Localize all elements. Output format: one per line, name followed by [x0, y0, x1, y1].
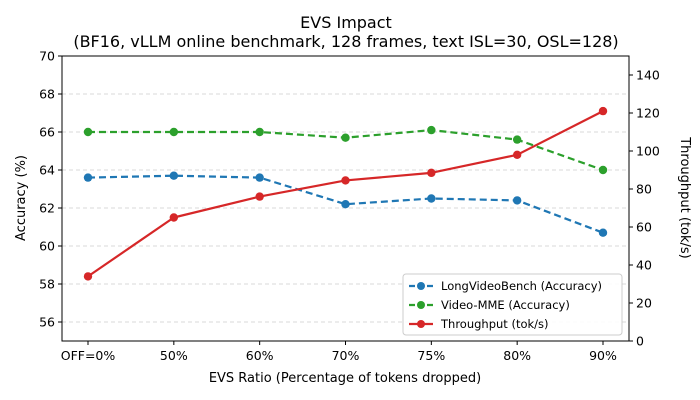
- series-layer: [83, 106, 608, 281]
- data-point: [341, 176, 350, 185]
- x-tick-label: 80%: [503, 348, 531, 363]
- x-tick-label: 50%: [160, 348, 188, 363]
- data-point: [83, 272, 93, 281]
- data-point: [427, 168, 436, 178]
- legend-marker: [417, 320, 425, 328]
- data-point: [512, 135, 522, 144]
- chart-subtitle: (BF16, vLLM online benchmark, 128 frames…: [73, 32, 618, 51]
- y2-tick-label: 140: [636, 68, 660, 83]
- data-point: [427, 125, 436, 135]
- data-point: [512, 150, 522, 159]
- y2-tick-label: 0: [636, 334, 644, 349]
- x-tick-label: OFF=0%: [61, 348, 116, 363]
- y-tick-label: 68: [39, 87, 55, 102]
- data-point: [341, 200, 350, 209]
- y2-tick-label: 120: [636, 106, 660, 121]
- x-tick-label: 90%: [589, 348, 617, 363]
- legend: LongVideoBench (Accuracy) Video-MME (Accu…: [402, 273, 623, 336]
- data-point: [255, 192, 264, 201]
- data-point: [83, 127, 93, 137]
- legend-label: LongVideoBench (Accuracy): [441, 279, 602, 293]
- y-tick-label: 66: [39, 125, 55, 140]
- data-point: [169, 171, 179, 180]
- x-tick-label: 70%: [332, 348, 360, 363]
- y2-tick-label: 40: [636, 258, 652, 273]
- chart-title: EVS Impact: [300, 13, 392, 32]
- y-axis-label: Accuracy (%): [14, 155, 29, 241]
- y2-tick-label: 80: [636, 182, 652, 197]
- data-point: [598, 165, 608, 175]
- y-tick-label: 58: [39, 277, 55, 292]
- y2-tick-label: 100: [636, 144, 660, 159]
- data-point: [255, 127, 264, 137]
- y2-tick-label: 20: [636, 296, 652, 311]
- axes: 56 58 60 62 64 66 68 70 0 20 40 60 80 100 120 140 OFF=0%…: [39, 49, 660, 364]
- data-point: [255, 173, 264, 182]
- legend-label: Video-MME (Accuracy): [441, 298, 570, 312]
- data-point: [169, 127, 179, 137]
- y-tick-label: 62: [39, 201, 55, 216]
- data-point: [83, 173, 93, 182]
- y-tick-label: 60: [39, 239, 55, 254]
- legend-box: [402, 273, 623, 336]
- data-point: [427, 194, 436, 203]
- legend-label: Throughput (tok/s): [440, 317, 549, 331]
- y-tick-label: 56: [39, 315, 55, 330]
- y-tick-label: 70: [39, 49, 55, 64]
- data-point: [598, 228, 608, 237]
- x-tick-label: 60%: [246, 348, 274, 363]
- data-point: [512, 196, 522, 205]
- legend-marker: [417, 301, 425, 309]
- data-point: [169, 213, 179, 222]
- y2-axis-label: Throughput (tok/s): [677, 136, 692, 259]
- data-point: [598, 106, 608, 116]
- x-tick-label: 75%: [417, 348, 445, 363]
- y-tick-label: 64: [39, 163, 55, 178]
- y2-tick-label: 60: [636, 220, 652, 235]
- x-axis-label: EVS Ratio (Percentage of tokens dropped): [209, 371, 481, 386]
- legend-marker: [417, 282, 425, 290]
- data-point: [341, 133, 350, 142]
